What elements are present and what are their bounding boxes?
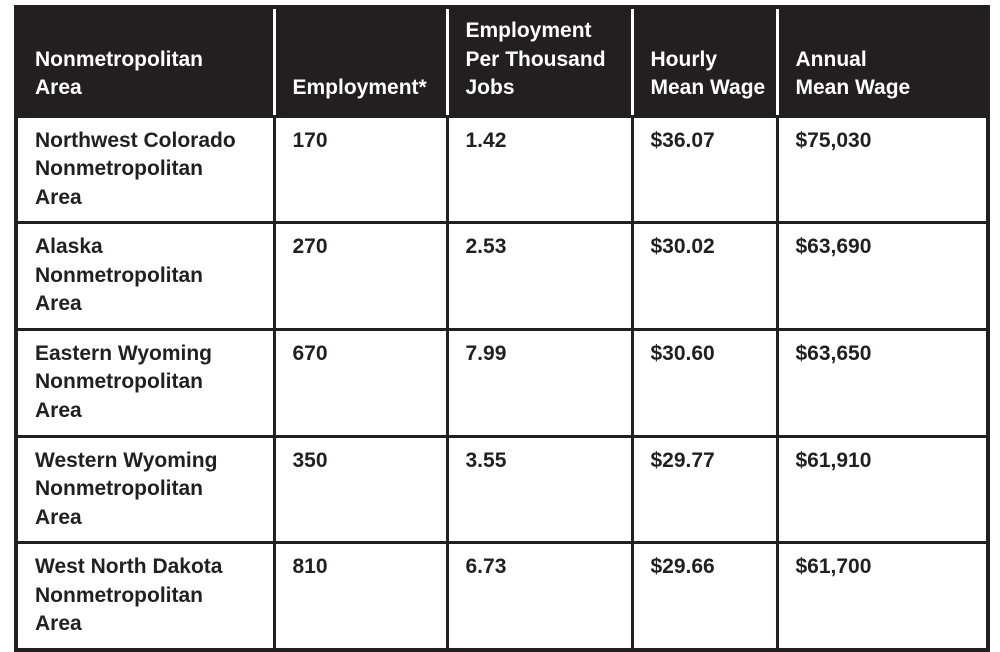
col-header-hourly-mean-wage: Hourly Mean Wage — [632, 7, 779, 118]
cell-employment: 170 — [272, 114, 449, 225]
cell-annual-mean-wage: $61,700 — [775, 541, 990, 652]
cell-annual-mean-wage: $61,910 — [775, 434, 990, 545]
wage-table: Nonmetropolitan Area Employment* Employm… — [14, 5, 990, 652]
col-header-annual-mean-wage: Annual Mean Wage — [777, 7, 988, 118]
cell-hourly-mean-wage: $30.60 — [630, 327, 779, 438]
cell-area: West North Dakota Nonmetropolitan Area — [14, 541, 276, 652]
cell-employment: 810 — [272, 541, 449, 652]
cell-per-thousand-jobs: 1.42 — [445, 114, 634, 225]
table-row: Northwest Colorado Nonmetropolitan Area … — [14, 114, 990, 225]
cell-area: Alaska Nonmetropolitan Area — [14, 221, 276, 331]
cell-hourly-mean-wage: $29.66 — [630, 541, 779, 652]
cell-per-thousand-jobs: 7.99 — [445, 327, 634, 438]
cell-per-thousand-jobs: 3.55 — [445, 434, 634, 545]
col-header-employment: Employment* — [274, 7, 449, 118]
cell-annual-mean-wage: $63,650 — [775, 327, 990, 438]
col-header-nonmetropolitan-area: Nonmetropolitan Area — [16, 7, 276, 118]
cell-per-thousand-jobs: 2.53 — [445, 221, 634, 331]
header-row: Nonmetropolitan Area Employment* Employm… — [16, 7, 988, 118]
cell-per-thousand-jobs: 6.73 — [445, 541, 634, 652]
table-row: Western Wyoming Nonmetropolitan Area 350… — [14, 434, 990, 545]
cell-employment: 350 — [272, 434, 449, 545]
cell-area: Western Wyoming Nonmetropolitan Area — [14, 434, 276, 545]
cell-area: Eastern Wyoming Nonmetropolitan Area — [14, 327, 276, 438]
table-row: Alaska Nonmetropolitan Area 270 2.53 $30… — [14, 221, 990, 331]
cell-area: Northwest Colorado Nonmetropolitan Area — [14, 114, 276, 225]
cell-annual-mean-wage: $75,030 — [775, 114, 990, 225]
cell-employment: 270 — [272, 221, 449, 331]
cell-hourly-mean-wage: $29.77 — [630, 434, 779, 545]
table-row: West North Dakota Nonmetropolitan Area 8… — [14, 541, 990, 652]
col-header-employment-per-thousand-jobs: Employment Per Thousand Jobs — [447, 7, 634, 118]
cell-employment: 670 — [272, 327, 449, 438]
cell-hourly-mean-wage: $30.02 — [630, 221, 779, 331]
cell-hourly-mean-wage: $36.07 — [630, 114, 779, 225]
table-row: Eastern Wyoming Nonmetropolitan Area 670… — [14, 327, 990, 438]
cell-annual-mean-wage: $63,690 — [775, 221, 990, 331]
